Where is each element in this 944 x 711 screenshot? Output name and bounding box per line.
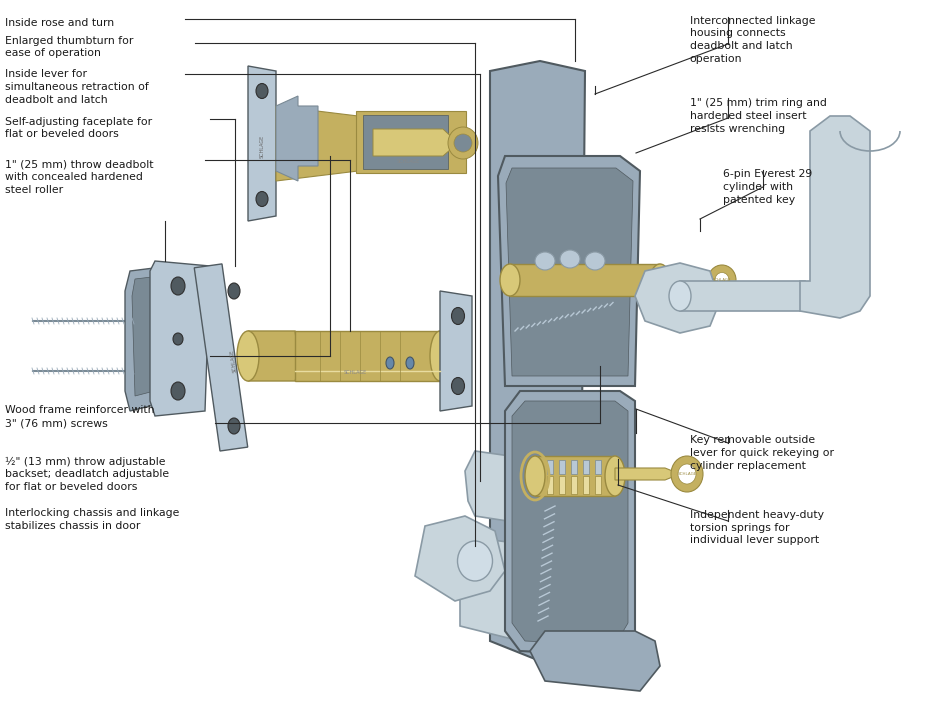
Ellipse shape xyxy=(171,277,185,295)
Text: Wood frame reinforcer with
3" (76 mm) screws: Wood frame reinforcer with 3" (76 mm) sc… xyxy=(5,405,154,428)
Polygon shape xyxy=(362,115,447,169)
Ellipse shape xyxy=(525,456,545,496)
Bar xyxy=(356,111,465,173)
Polygon shape xyxy=(634,263,719,333)
Ellipse shape xyxy=(707,265,735,295)
Polygon shape xyxy=(150,261,210,416)
Ellipse shape xyxy=(228,283,240,299)
Text: 1" (25 mm) throw deadbolt
with concealed hardened
steel roller: 1" (25 mm) throw deadbolt with concealed… xyxy=(5,159,153,195)
Polygon shape xyxy=(659,274,715,284)
Text: Key removable outside
lever for quick rekeying or
cylinder replacement: Key removable outside lever for quick re… xyxy=(689,435,833,471)
Bar xyxy=(510,264,659,296)
Ellipse shape xyxy=(385,357,394,369)
Text: Self-adjusting faceplate for
flat or beveled doors: Self-adjusting faceplate for flat or bev… xyxy=(5,117,152,139)
Ellipse shape xyxy=(604,456,624,496)
Polygon shape xyxy=(504,391,634,656)
Ellipse shape xyxy=(173,333,183,345)
Polygon shape xyxy=(247,331,299,381)
Bar xyxy=(194,264,247,451)
Text: ½" (13 mm) throw adjustable
backset; deadlatch adjustable
for flat or beveled do: ½" (13 mm) throw adjustable backset; dea… xyxy=(5,456,169,492)
Ellipse shape xyxy=(406,357,413,369)
Ellipse shape xyxy=(451,378,464,395)
Text: Interconnected linkage
housing connects
deadbolt and latch
operation: Interconnected linkage housing connects … xyxy=(689,16,815,64)
Ellipse shape xyxy=(584,252,604,270)
Ellipse shape xyxy=(715,272,728,287)
Bar xyxy=(534,456,615,496)
Polygon shape xyxy=(464,451,554,526)
Ellipse shape xyxy=(457,541,492,581)
Bar xyxy=(295,331,440,381)
Polygon shape xyxy=(490,61,584,661)
Ellipse shape xyxy=(534,252,554,270)
Ellipse shape xyxy=(670,456,702,492)
Text: Interlocking chassis and linkage
stabilizes chassis in door: Interlocking chassis and linkage stabili… xyxy=(5,508,179,531)
Ellipse shape xyxy=(237,331,259,381)
Ellipse shape xyxy=(256,83,268,99)
Bar xyxy=(559,476,565,494)
Polygon shape xyxy=(247,66,276,221)
Polygon shape xyxy=(125,266,175,411)
Text: Inside lever for
simultaneous retraction of
deadbolt and latch: Inside lever for simultaneous retraction… xyxy=(5,69,148,105)
Bar xyxy=(570,460,577,474)
Text: SCHLAGE: SCHLAGE xyxy=(229,349,238,373)
Ellipse shape xyxy=(677,464,696,484)
Polygon shape xyxy=(414,516,504,601)
Ellipse shape xyxy=(447,127,478,159)
Polygon shape xyxy=(512,401,628,645)
Polygon shape xyxy=(373,129,458,156)
Polygon shape xyxy=(530,631,659,691)
Text: 1" (25 mm) trim ring and
hardened steel insert
resists wrenching: 1" (25 mm) trim ring and hardened steel … xyxy=(689,98,826,134)
Bar xyxy=(582,476,588,494)
Text: Independent heavy-duty
torsion springs for
individual lever support: Independent heavy-duty torsion springs f… xyxy=(689,510,823,545)
Text: SCHLAGE: SCHLAGE xyxy=(396,159,419,164)
Ellipse shape xyxy=(649,264,669,296)
Ellipse shape xyxy=(430,331,449,381)
Bar xyxy=(595,460,600,474)
Polygon shape xyxy=(460,536,569,646)
Text: SCHLAGE: SCHLAGE xyxy=(260,134,264,158)
Ellipse shape xyxy=(453,134,471,152)
Text: 6-pin Everest 29
cylinder with
patented key: 6-pin Everest 29 cylinder with patented … xyxy=(722,169,811,205)
Text: SCHLAGE: SCHLAGE xyxy=(343,370,366,375)
Polygon shape xyxy=(132,276,165,396)
Polygon shape xyxy=(505,168,632,376)
Bar xyxy=(595,476,600,494)
Polygon shape xyxy=(615,468,680,480)
Text: Inside rose and turn: Inside rose and turn xyxy=(5,18,113,28)
Bar xyxy=(582,460,588,474)
Text: SCHLAGE: SCHLAGE xyxy=(677,472,696,476)
Bar xyxy=(680,281,804,311)
Bar xyxy=(559,460,565,474)
Ellipse shape xyxy=(560,250,580,268)
Ellipse shape xyxy=(668,281,690,311)
Text: SCHLAGE: SCHLAGE xyxy=(712,278,731,282)
Bar xyxy=(547,460,552,474)
Polygon shape xyxy=(276,96,318,181)
Bar xyxy=(570,476,577,494)
Polygon shape xyxy=(497,156,639,386)
Bar xyxy=(547,476,552,494)
Polygon shape xyxy=(276,106,358,181)
Polygon shape xyxy=(440,291,471,411)
Ellipse shape xyxy=(451,307,464,324)
Ellipse shape xyxy=(228,418,240,434)
Ellipse shape xyxy=(171,382,185,400)
Text: Enlarged thumbturn for
ease of operation: Enlarged thumbturn for ease of operation xyxy=(5,36,133,58)
Polygon shape xyxy=(800,116,869,318)
Ellipse shape xyxy=(256,191,268,206)
Ellipse shape xyxy=(499,264,519,296)
